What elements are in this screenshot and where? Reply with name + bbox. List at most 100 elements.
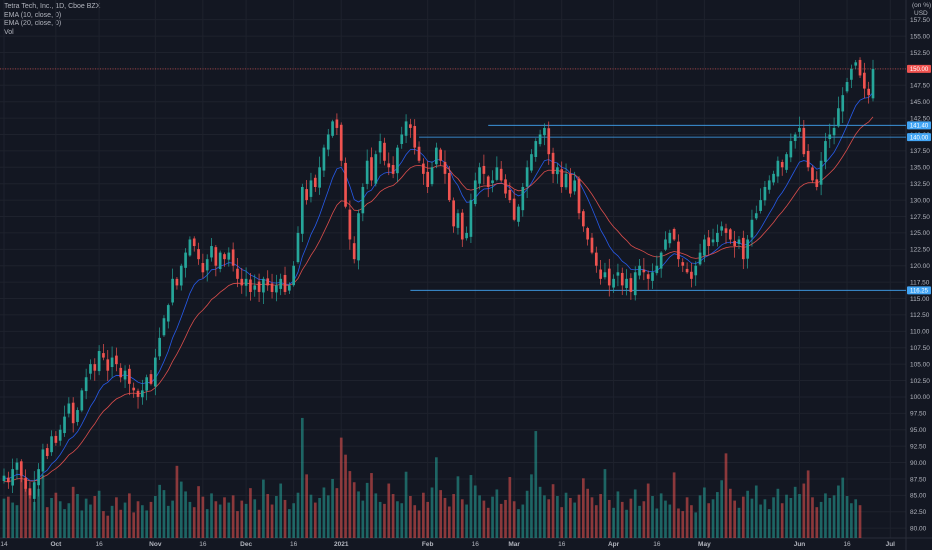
y-tick-label: 155.00 [910, 33, 930, 40]
y-axis[interactable]: (on %) USD 157.50 155.00 152.50 150.00 147.5… [910, 2, 931, 532]
y-tick-label: 107.50 [910, 345, 930, 352]
candle-body [28, 488, 32, 496]
volume-bar [19, 472, 23, 538]
level-tag [907, 133, 931, 142]
candle-body [556, 167, 559, 175]
price-tags: 141.40 140.00 116.25 150.00 [907, 64, 931, 295]
volume-bar [162, 490, 166, 538]
volume-bar [482, 500, 486, 538]
candle-body [123, 370, 127, 380]
volume-bar [534, 431, 538, 538]
candle-body [309, 180, 313, 197]
candle-body [681, 262, 685, 266]
candle-body [664, 239, 667, 250]
volume-bar [685, 497, 689, 538]
candle-body [84, 377, 88, 392]
candle-body [45, 448, 49, 456]
volume-bar [785, 494, 788, 538]
candle-body [58, 429, 62, 441]
candle-body [841, 95, 845, 112]
volume-bar [275, 496, 278, 538]
y-tick-label: 112.50 [910, 312, 930, 319]
candle-body [201, 263, 205, 273]
volume-bar [832, 495, 836, 538]
candle-body [716, 232, 719, 243]
volume-bar [716, 492, 719, 538]
candle-body [37, 469, 40, 486]
candle-body [300, 186, 304, 234]
volume-bar [210, 493, 213, 538]
volume-bar [326, 495, 330, 538]
volume-bar [776, 488, 780, 538]
volume-bar [854, 499, 858, 538]
legend-vol: Vol [4, 28, 14, 36]
volume-bar [607, 499, 611, 538]
candle-body [214, 247, 218, 266]
candle-body [97, 351, 101, 372]
volume-bar [594, 505, 598, 538]
candle-body [231, 249, 235, 266]
volume-bar [724, 453, 728, 538]
candle-body [396, 147, 399, 174]
candle-body [560, 169, 564, 187]
volume-bar [218, 504, 222, 538]
volume-bar [767, 509, 771, 538]
y-tick-label: 157.50 [910, 17, 930, 24]
volume-bar [71, 486, 75, 538]
volume-bar [227, 502, 231, 538]
candle-body [149, 374, 153, 384]
candle-body [733, 240, 736, 247]
volume-bar [456, 476, 460, 538]
candle-body [162, 318, 166, 336]
x-tick-label: Oct [50, 541, 62, 548]
x-axis[interactable]: 14 Oct 16 Nov 16 Dec 16 2021 Feb 16 Mar 16 Apr 16 May J… [0, 541, 932, 548]
candle-body [469, 200, 473, 237]
candle-body [313, 177, 317, 187]
volume-bar [698, 495, 702, 538]
candle-body [244, 278, 248, 286]
candle-body [573, 180, 577, 192]
volume-bar [512, 501, 516, 538]
volume-bar [270, 504, 274, 538]
volume-bar [845, 496, 849, 538]
y-tick-label: 142.50 [910, 115, 930, 122]
x-tick-label: Nov [149, 541, 162, 548]
volume-bar [655, 508, 659, 538]
volume-bar [24, 487, 27, 538]
candle-body [2, 475, 6, 481]
volume-bar [694, 512, 698, 538]
candle-body [845, 82, 849, 92]
candle-body [629, 278, 633, 292]
candle-body [499, 168, 503, 181]
candle-body [192, 238, 196, 247]
candle-body [145, 377, 149, 391]
volume-bar [672, 472, 676, 538]
volume-bar [690, 505, 693, 538]
volume-bar [573, 502, 577, 538]
volume-bar [244, 503, 248, 538]
volume-bar [737, 507, 741, 538]
volume-bar [201, 496, 205, 538]
candle-body [24, 477, 27, 489]
volume-bar [192, 507, 196, 538]
volume-bar [288, 509, 291, 538]
y-tick-label: 137.50 [910, 148, 930, 155]
volume-bar [581, 478, 585, 538]
candle-body [754, 213, 758, 219]
volume-bar [664, 500, 667, 538]
candle-body [166, 305, 170, 322]
candle-body [348, 209, 352, 240]
candle-body [590, 237, 594, 253]
candle-body [586, 228, 589, 240]
candle-body [119, 367, 123, 378]
candle-body [780, 162, 784, 168]
candle-body [361, 186, 365, 214]
volume-bar [668, 504, 672, 538]
candle-body [279, 278, 283, 289]
candle-body [858, 59, 862, 76]
level-tag [907, 121, 931, 130]
volume-bar [249, 488, 252, 538]
y-tick-label: 125.00 [910, 230, 930, 237]
y-tick-label: 147.50 [910, 83, 930, 90]
